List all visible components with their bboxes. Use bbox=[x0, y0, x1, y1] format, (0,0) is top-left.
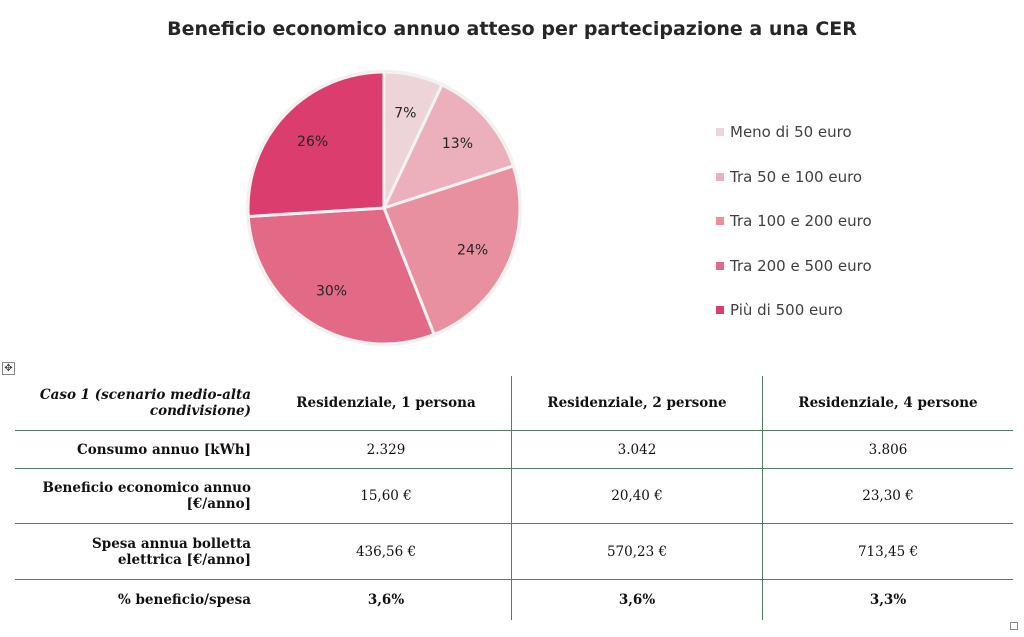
row-label: Beneficio economico annuo [€/anno] bbox=[15, 468, 261, 524]
legend-swatch bbox=[716, 306, 724, 315]
cell: 570,23 € bbox=[511, 523, 763, 580]
data-table: Caso 1 (scenario medio-alta condivisione… bbox=[15, 376, 1013, 620]
pie-slice bbox=[246, 206, 437, 346]
legend-item: Meno di 50 euro bbox=[716, 110, 872, 155]
legend-swatch bbox=[716, 261, 724, 270]
legend-swatch bbox=[716, 172, 724, 181]
slice-label: 13% bbox=[442, 136, 473, 152]
legend-item: Tra 100 e 200 euro bbox=[716, 199, 872, 244]
pie-chart: 7% 13% 24% 30% 26% bbox=[246, 70, 522, 346]
legend-label: Più di 500 euro bbox=[730, 301, 843, 320]
cell: 3.042 bbox=[511, 430, 763, 469]
table-row: Spesa annua bolletta elettrica [€/anno] … bbox=[15, 523, 1013, 580]
legend-label: Tra 50 e 100 euro bbox=[730, 167, 863, 186]
slice-label: 30% bbox=[316, 284, 347, 300]
cell: 713,45 € bbox=[762, 523, 1013, 580]
legend-item: Tra 50 e 100 euro bbox=[716, 155, 872, 200]
header-cell: Residenziale, 2 persone bbox=[511, 376, 763, 431]
cell: 3,6% bbox=[261, 579, 512, 620]
legend: Meno di 50 euro Tra 50 e 100 euro Tra 100 … bbox=[716, 110, 872, 333]
legend-item: Tra 200 e 500 euro bbox=[716, 244, 872, 289]
slice-label: 7% bbox=[394, 105, 416, 121]
table-header-row: Caso 1 (scenario medio-alta condivisione… bbox=[15, 376, 1013, 431]
header-cell: Residenziale, 4 persone bbox=[798, 395, 978, 411]
table-row: Beneficio economico annuo [€/anno] 15,60… bbox=[15, 468, 1013, 524]
row-label: % beneficio/spesa bbox=[15, 579, 261, 620]
cell: 3,3% bbox=[762, 579, 1013, 620]
cell: 436,56 € bbox=[261, 523, 512, 580]
table-row: % beneficio/spesa 3,6% 3,6% 3,3% bbox=[15, 579, 1013, 620]
cell: 3.806 bbox=[762, 430, 1013, 469]
row-label: Consumo annuo [kWh] bbox=[15, 430, 261, 469]
legend-item: Più di 500 euro bbox=[716, 288, 872, 333]
slice-label: 26% bbox=[297, 134, 328, 150]
table-move-handle-icon[interactable]: ✥ bbox=[2, 362, 15, 375]
header-cell: Residenziale, 1 persona bbox=[261, 376, 512, 431]
cell: 2.329 bbox=[261, 430, 512, 469]
legend-label: Meno di 50 euro bbox=[730, 123, 852, 142]
cell: 15,60 € bbox=[261, 468, 512, 524]
table-resize-handle[interactable] bbox=[1010, 622, 1018, 630]
cell: 20,40 € bbox=[511, 468, 763, 524]
legend-swatch bbox=[716, 217, 724, 226]
cell: 3,6% bbox=[511, 579, 763, 620]
slice-label: 24% bbox=[457, 243, 488, 259]
table-row: Consumo annuo [kWh] 2.329 3.042 3.806 bbox=[15, 430, 1013, 469]
chart-title: Beneficio economico annuo atteso per par… bbox=[167, 18, 857, 40]
legend-swatch bbox=[716, 128, 724, 137]
row-label: Spesa annua bolletta elettrica [€/anno] bbox=[15, 523, 261, 580]
pie-slice bbox=[381, 82, 516, 211]
legend-label: Tra 100 e 200 euro bbox=[730, 212, 872, 231]
pie-slice bbox=[246, 70, 386, 219]
cell: 23,30 € bbox=[762, 468, 1013, 524]
legend-label: Tra 200 e 500 euro bbox=[730, 256, 872, 275]
header-cell: Caso 1 (scenario medio-alta condivisione… bbox=[39, 387, 251, 419]
